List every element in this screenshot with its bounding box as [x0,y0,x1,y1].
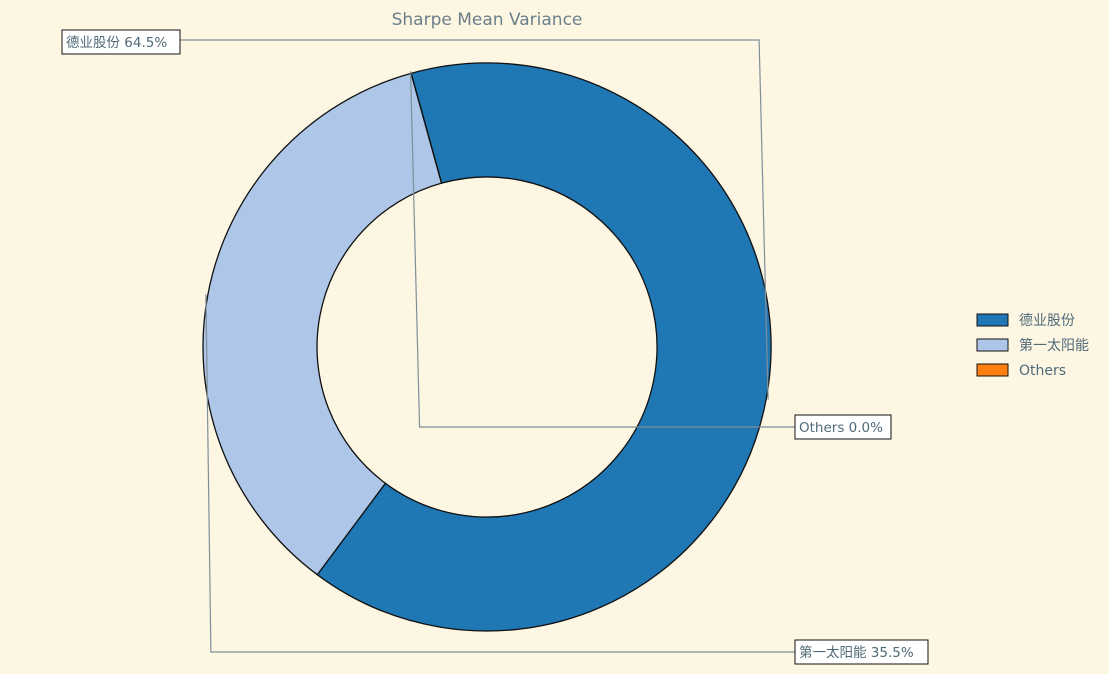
slice-3-label: Others 0.0% [799,420,883,436]
slice-2-legend-swatch [976,338,1009,352]
slice-1-label: 德业股份 64.5% [66,35,167,51]
slice-3-segment [410,73,443,184]
donut-slices [202,62,772,632]
slice-1-legend-label: 德业股份 [1019,313,1075,329]
slice-1-segment [316,62,772,632]
slice-callouts: 德业股份 64.5% 第一太阳能 35.5% Others 0.0% [61,29,929,665]
chart-title: Sharpe Mean Variance [392,10,583,30]
slice-1-label-box [61,29,181,55]
slice-3-label-box [794,414,892,440]
slice-2-leader-line [205,294,795,653]
slice-2-label-box [794,639,929,665]
slice-2-label: 第一太阳能 35.5% [799,644,914,661]
slice-2-segment [202,72,443,576]
slice-1-legend-swatch [976,313,1009,327]
slice-1-leader-line [180,39,769,400]
slice-2-legend-label: 第一太阳能 [1019,337,1089,354]
slice-3-legend-label: Others [1019,363,1066,379]
slice-3-legend-swatch [976,363,1009,377]
slice-3-leader-line [409,71,795,428]
